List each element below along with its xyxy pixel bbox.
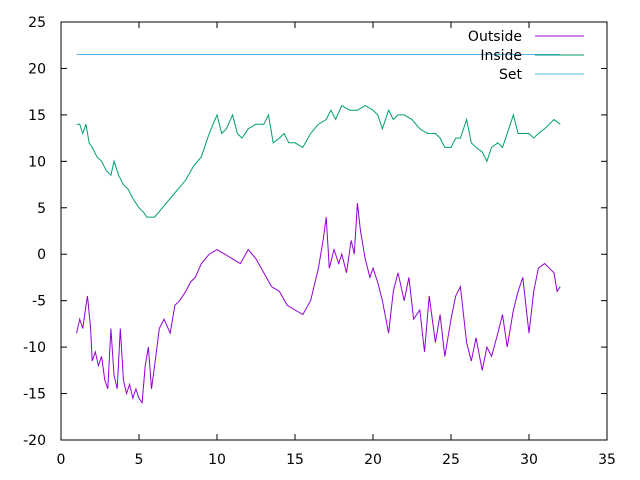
- y-tick-label: -20: [23, 433, 46, 449]
- x-tick-label: 30: [520, 452, 538, 468]
- x-tick-label: 10: [208, 452, 226, 468]
- legend: Outside Inside Set: [468, 29, 584, 83]
- legend-label-outside: Outside: [468, 29, 522, 45]
- y-tick-label: -15: [23, 387, 46, 403]
- y-tick-label: 15: [28, 108, 46, 124]
- x-tick-label: 20: [364, 452, 382, 468]
- legend-label-inside: Inside: [480, 48, 522, 64]
- y-axis: -20 -15 -10 -5 0 5 10 15 20 25: [23, 15, 607, 449]
- x-tick-label: 15: [286, 452, 304, 468]
- x-tick-label: 25: [442, 452, 460, 468]
- x-tick-label: 0: [57, 452, 66, 468]
- y-tick-label: 0: [37, 247, 46, 263]
- y-tick-label: -10: [23, 340, 46, 356]
- legend-label-set: Set: [499, 67, 523, 83]
- series-lines: [76, 54, 561, 405]
- plot-frame: [60, 21, 608, 441]
- y-tick-label: 5: [37, 201, 46, 217]
- series-line-inside: [76, 104, 561, 218]
- y-tick-label: 10: [28, 154, 46, 170]
- x-tick-label: 5: [135, 452, 144, 468]
- x-tick-label: 35: [598, 452, 616, 468]
- y-tick-label: -5: [32, 294, 46, 310]
- x-axis: 0 5 10 15 20 25 30 35: [57, 22, 616, 468]
- y-tick-label: 20: [28, 61, 46, 77]
- series-line-outside: [76, 203, 561, 405]
- y-tick-label: 25: [28, 15, 46, 31]
